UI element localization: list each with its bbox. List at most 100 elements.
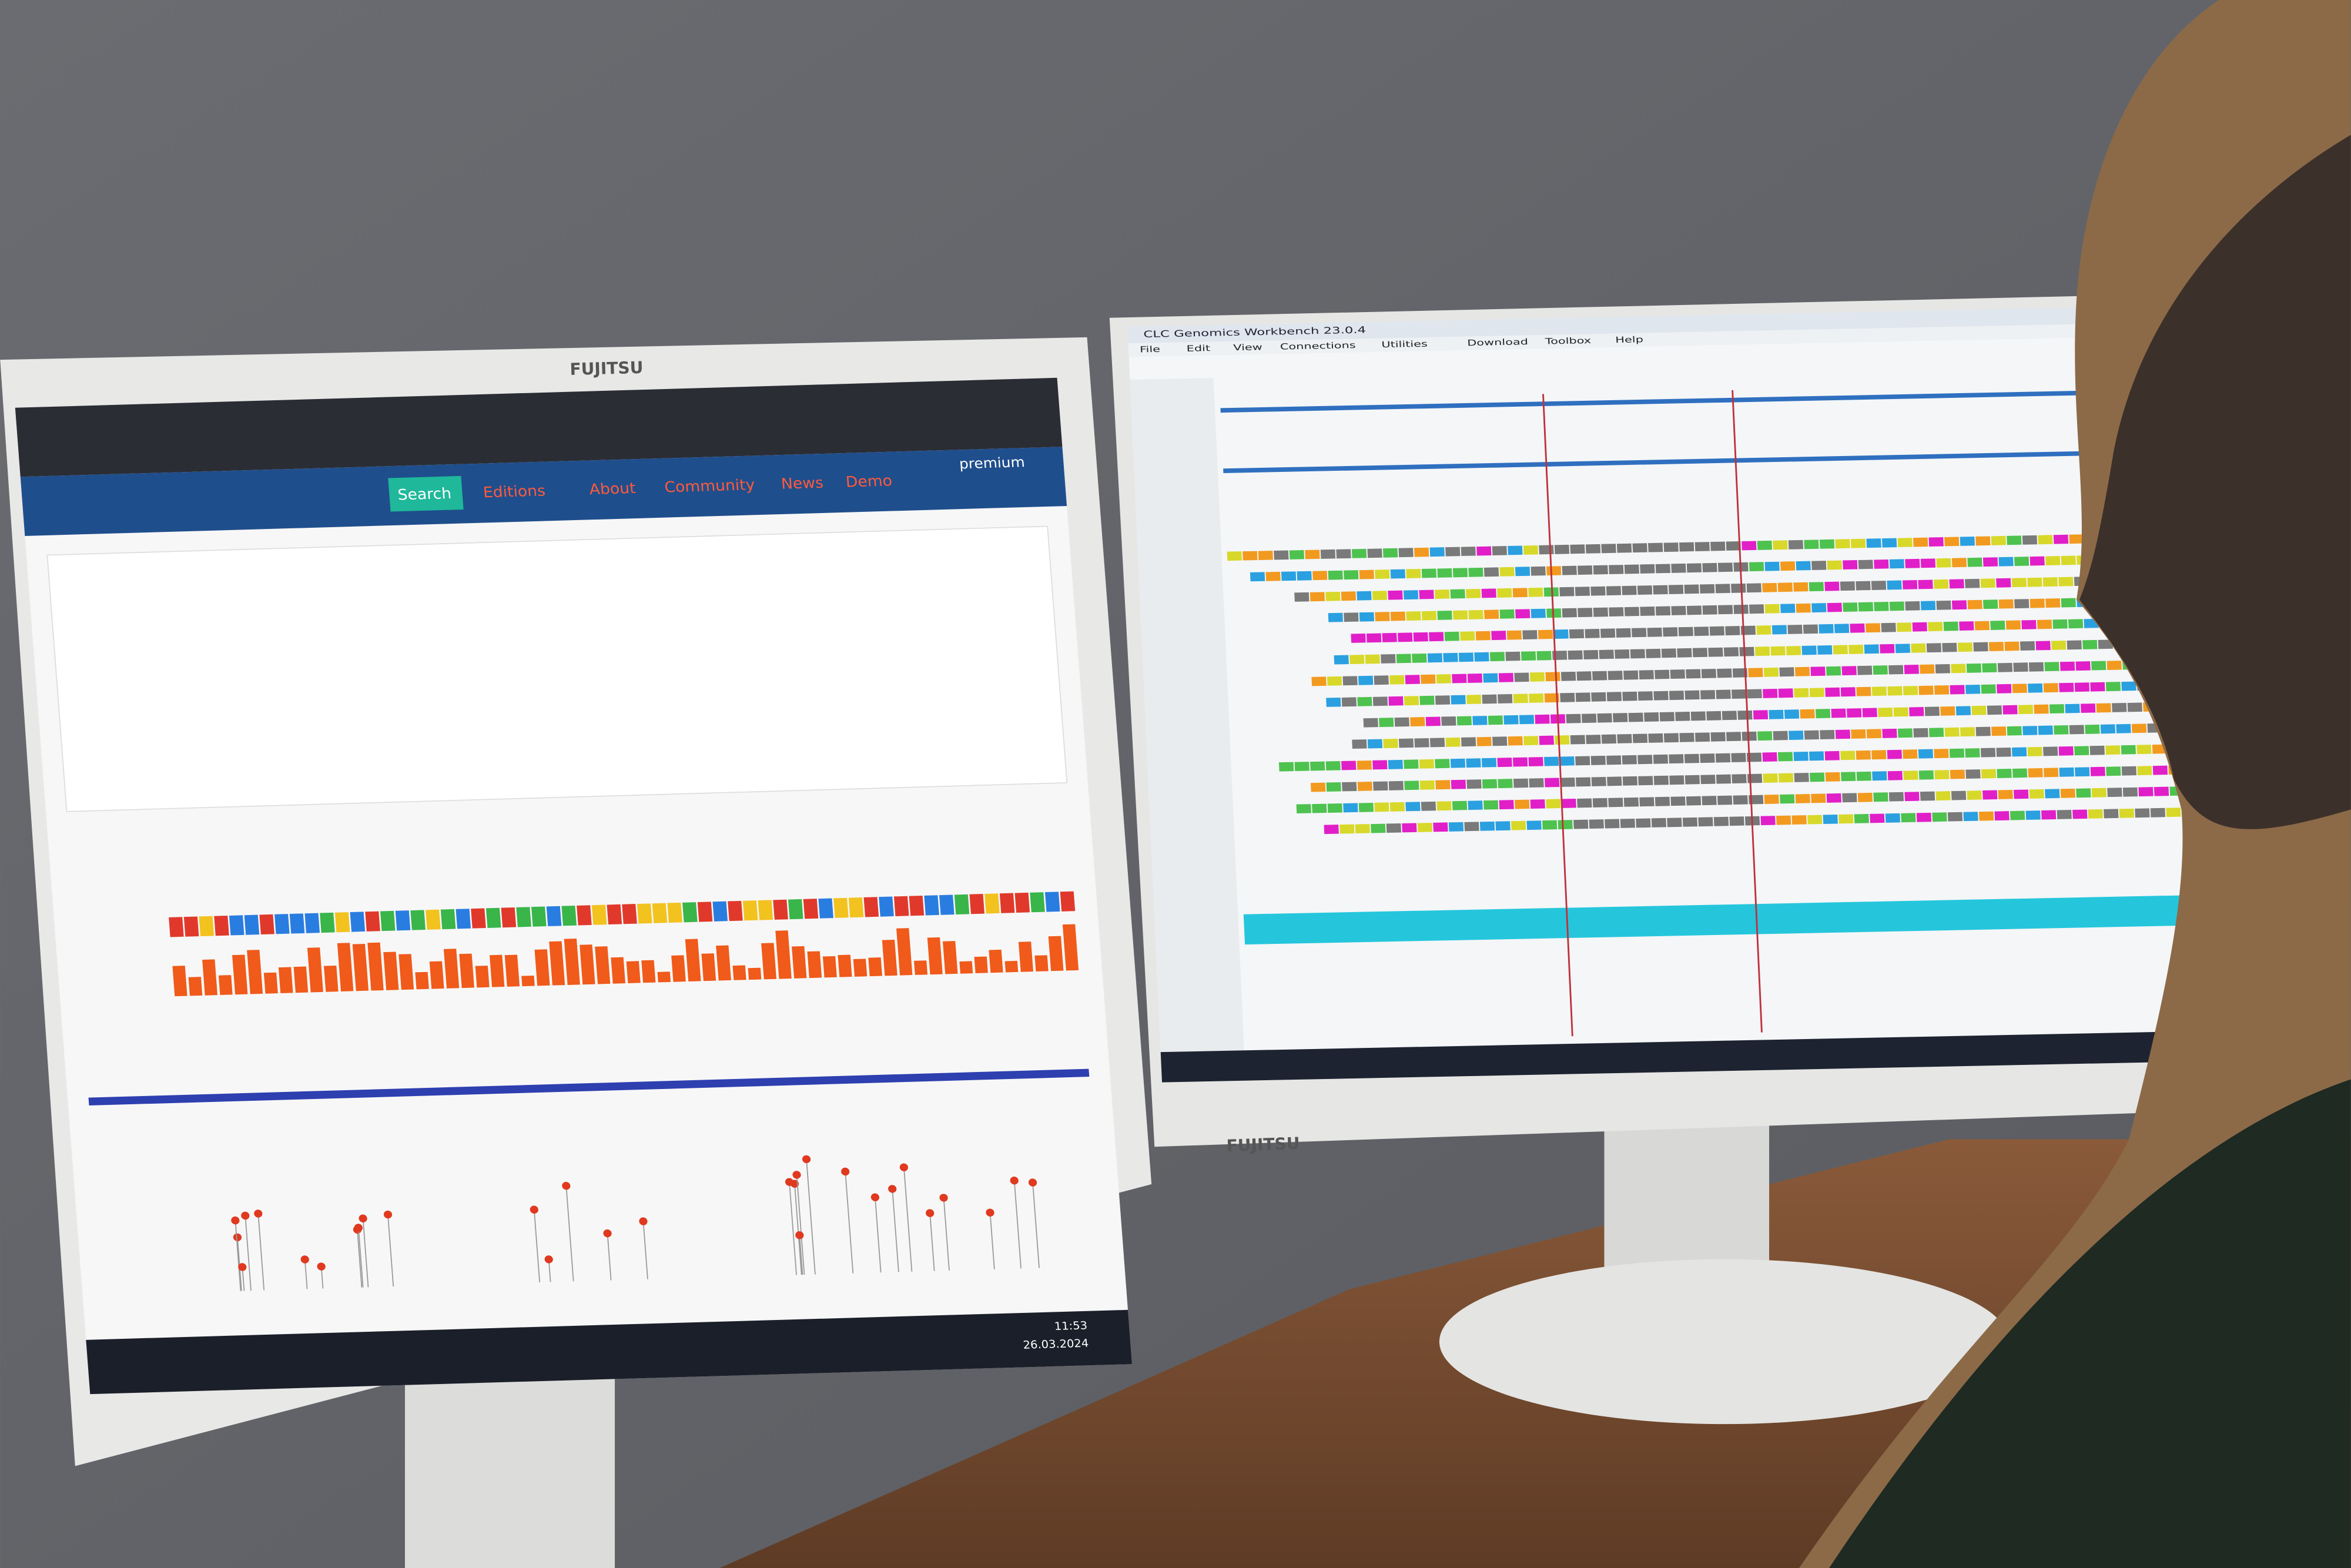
read-block (1365, 654, 1380, 664)
read-block (1807, 815, 1823, 825)
read-block (2060, 788, 2075, 798)
lollipop-stem (806, 1159, 816, 1275)
read-block (1514, 672, 1529, 682)
read-block (1694, 542, 1710, 552)
read-block (1987, 705, 2002, 715)
read-block (1957, 642, 1973, 652)
read-block (1928, 728, 1944, 738)
read-block (1498, 779, 1513, 789)
read-block (1731, 583, 1746, 593)
read-block (1600, 628, 1616, 638)
read-block (1757, 540, 1773, 550)
read-block (2068, 619, 2084, 629)
taskbar (1160, 1029, 2276, 1083)
read-block (1483, 567, 1499, 577)
read-block (1870, 813, 1885, 823)
base (697, 902, 713, 922)
read-block (1344, 612, 1359, 622)
menu-item: Utilities (1381, 339, 1428, 350)
lollipop-head (841, 1167, 850, 1176)
read-block (1578, 565, 1593, 575)
read-block (1975, 726, 1991, 736)
read-block (1310, 761, 1325, 771)
read-block (1935, 791, 1951, 801)
read-block (1498, 672, 1514, 682)
read-block (1403, 590, 1419, 600)
read-block (1448, 822, 1464, 832)
read-block (1700, 775, 1716, 785)
read-block (1702, 605, 1717, 615)
read-block (1429, 547, 1445, 557)
base (426, 909, 441, 930)
read-block (1824, 581, 1840, 591)
read-block (1359, 612, 1375, 622)
read-block (1770, 646, 1786, 656)
read-block (1742, 731, 1757, 741)
read-block (2030, 598, 2045, 608)
read-block (2121, 745, 2136, 755)
read-block (1841, 666, 1857, 676)
read-block (1918, 749, 1934, 759)
read-block (1873, 792, 1888, 802)
read-block (1826, 793, 1842, 803)
read-block (1716, 689, 1731, 699)
read-block (1616, 628, 1631, 638)
base (320, 912, 335, 933)
read-block (1355, 824, 1370, 834)
read-block (1374, 675, 1389, 685)
read-block (1342, 782, 1357, 792)
nav-item: Demo (845, 473, 893, 491)
read-block (1404, 780, 1419, 790)
read-block (2013, 662, 2028, 672)
read-block (1777, 582, 1793, 592)
read-block (1466, 589, 1481, 598)
read-block (1951, 558, 1967, 568)
read-block (1694, 732, 1710, 742)
read-block (1935, 664, 1951, 674)
read-block (1615, 649, 1630, 659)
read-block (1895, 644, 1911, 654)
coverage-bar (775, 930, 792, 979)
read-block (1402, 823, 1417, 833)
read-block (1406, 569, 1421, 578)
read-block (1591, 776, 1606, 786)
read-block (1344, 570, 1359, 580)
coverage-bar (896, 928, 913, 976)
lollipop-stem (789, 1182, 797, 1275)
read-block (1437, 611, 1452, 620)
lollipop-stem (245, 1215, 252, 1291)
lollipop-stem (642, 1221, 648, 1279)
read-block (1425, 716, 1441, 726)
read-block (1824, 751, 1840, 760)
read-block (1367, 548, 1382, 558)
base (334, 912, 350, 933)
read-block (1880, 644, 1895, 654)
read-block (1312, 571, 1328, 581)
read-block (2090, 682, 2105, 692)
read-block (2028, 768, 2043, 778)
read-block (1467, 674, 1483, 683)
read-block (1655, 564, 1671, 574)
read-block (2002, 705, 2018, 715)
read-block (1546, 799, 1561, 809)
coverage-bar (475, 966, 490, 988)
read-block (2106, 661, 2122, 671)
read-block (1840, 751, 1856, 760)
read-block (1749, 562, 1764, 572)
read-block (1341, 697, 1357, 707)
read-block (2090, 766, 2105, 776)
read-block (1796, 603, 1811, 613)
read-block (1762, 752, 1777, 762)
base (773, 899, 788, 920)
read-block (2107, 788, 2122, 798)
read-block (1638, 776, 1653, 786)
read-block (2059, 661, 2075, 671)
read-block (1622, 691, 1637, 701)
read-block (2072, 809, 2088, 819)
lollipop-head (544, 1255, 553, 1264)
coverage-bar (685, 939, 701, 982)
read-block (1684, 775, 1700, 785)
read-block (1352, 739, 1367, 749)
read-block (1851, 729, 1866, 739)
